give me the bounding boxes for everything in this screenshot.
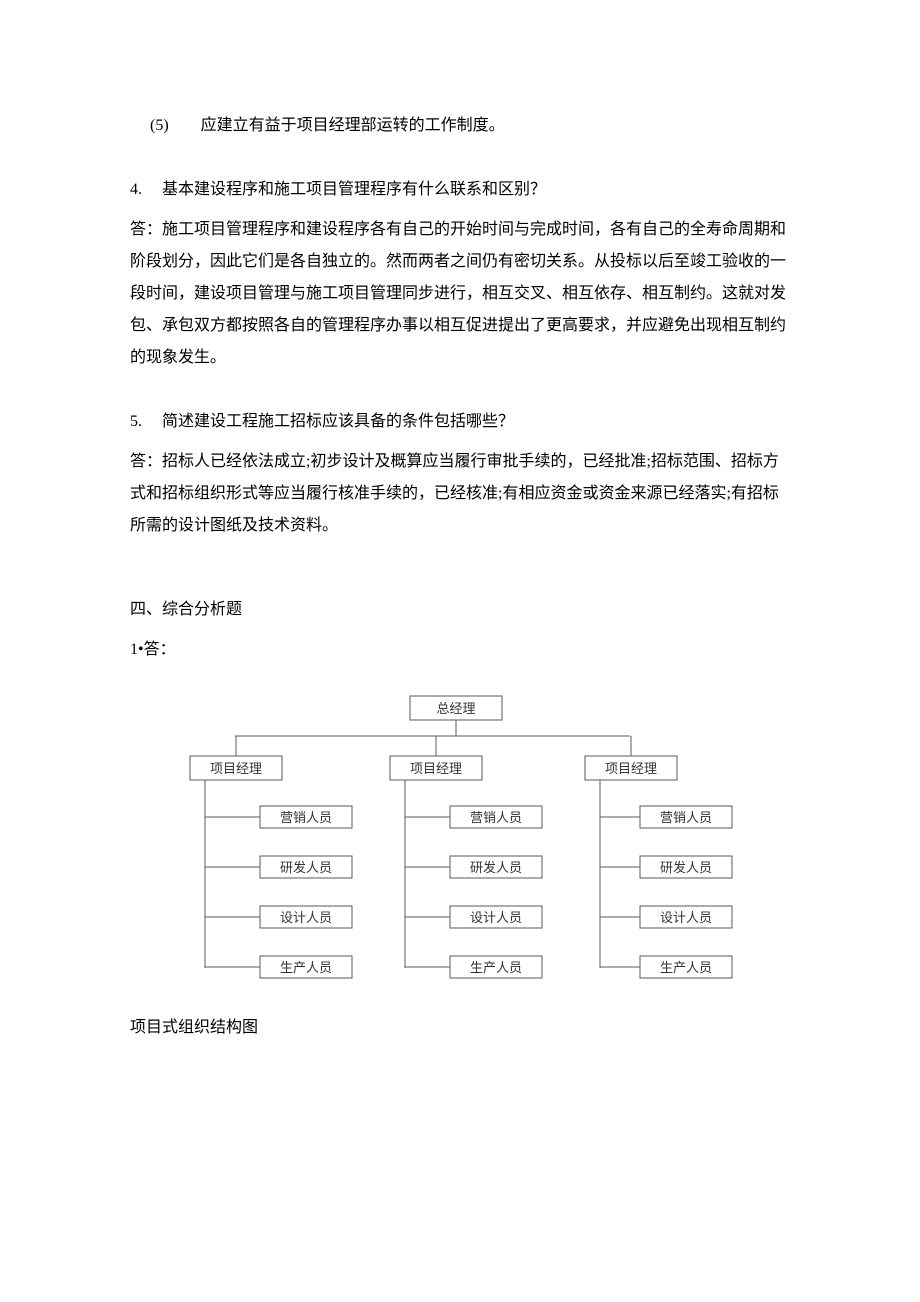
spacer	[130, 382, 790, 406]
svg-text:生产人员: 生产人员	[280, 960, 332, 975]
svg-text:研发人员: 研发人员	[280, 860, 332, 875]
org-chart-svg: 总经理项目经理营销人员研发人员设计人员生产人员 项目经理营销人员研发人员设计人员生…	[130, 686, 770, 996]
svg-text:总经理: 总经理	[436, 701, 475, 716]
q3-item5: (5) 应建立有益于项目经理部运转的工作制度。	[150, 110, 790, 142]
svg-text:营销人员: 营销人员	[470, 810, 522, 825]
svg-text:生产人员: 生产人员	[660, 960, 712, 975]
chart-caption: 项目式组织结构图	[130, 1012, 790, 1044]
answer-1-label: 1•答：	[130, 634, 790, 666]
q4-body: 答：施工项目管理程序和建设程序各有自己的开始时间与完成时间，各有自己的全寿命周期…	[130, 214, 790, 374]
svg-text:项目经理: 项目经理	[410, 761, 462, 776]
svg-text:研发人员: 研发人员	[660, 860, 712, 875]
svg-text:营销人员: 营销人员	[280, 810, 332, 825]
spacer	[130, 550, 790, 574]
svg-text:项目经理: 项目经理	[210, 761, 262, 776]
svg-text:研发人员: 研发人员	[470, 860, 522, 875]
spacer	[130, 150, 790, 174]
svg-text:营销人员: 营销人员	[660, 810, 712, 825]
svg-text:设计人员: 设计人员	[470, 910, 522, 925]
q5-title: 5. 简述建设工程施工招标应该具备的条件包括哪些？	[130, 406, 790, 438]
section-4-title: 四、综合分析题	[130, 594, 790, 626]
svg-text:项目经理: 项目经理	[605, 761, 657, 776]
svg-text:设计人员: 设计人员	[660, 910, 712, 925]
q5-body: 答：招标人已经依法成立;初步设计及概算应当履行审批手续的，已经批准;招标范围、招…	[130, 446, 790, 542]
org-chart: 总经理项目经理营销人员研发人员设计人员生产人员 项目经理营销人员研发人员设计人员生…	[130, 686, 790, 1008]
svg-text:设计人员: 设计人员	[280, 910, 332, 925]
q4-title: 4. 基本建设程序和施工项目管理程序有什么联系和区别？	[130, 174, 790, 206]
svg-text:生产人员: 生产人员	[470, 960, 522, 975]
